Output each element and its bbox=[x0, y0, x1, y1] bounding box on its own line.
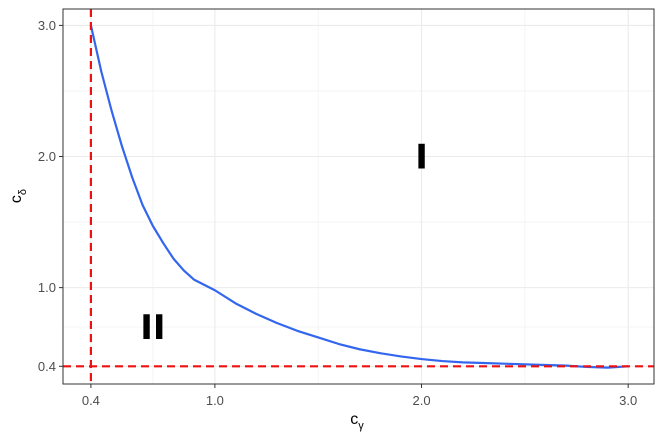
y-tick-label-3: 3.0 bbox=[38, 18, 56, 33]
region-label-2: II bbox=[140, 308, 165, 348]
y-tick-label-1: 1.0 bbox=[38, 280, 56, 295]
y-axis: 0.4 1.0 2.0 3.0 bbox=[38, 18, 63, 374]
series-line-0 bbox=[89, 24, 630, 369]
y-axis-title-subscript: δ bbox=[17, 189, 29, 195]
x-tick-label-3: 3.0 bbox=[619, 393, 637, 408]
x-axis-title: cγ bbox=[350, 411, 364, 432]
series-layer bbox=[89, 24, 630, 369]
x-axis-title-subscript: γ bbox=[358, 420, 364, 432]
y-tick-label-2: 2.0 bbox=[38, 149, 56, 164]
x-tick-label-1: 1.0 bbox=[206, 393, 224, 408]
x-axis: 0.4 1.0 2.0 3.0 bbox=[82, 384, 637, 408]
plot-panel-border bbox=[62, 8, 655, 385]
x-tick-label-2: 2.0 bbox=[412, 393, 430, 408]
y-axis-title: cδ bbox=[8, 189, 29, 203]
y-axis-title-base: c bbox=[8, 195, 25, 203]
region-annotations: III bbox=[140, 138, 428, 348]
x-axis-title-base: c bbox=[350, 411, 358, 428]
region-label-1: I bbox=[415, 138, 428, 178]
x-tick-label-0: 0.4 bbox=[82, 393, 100, 408]
y-tick-label-0: 0.4 bbox=[38, 359, 56, 374]
reference-lines bbox=[63, 9, 654, 384]
